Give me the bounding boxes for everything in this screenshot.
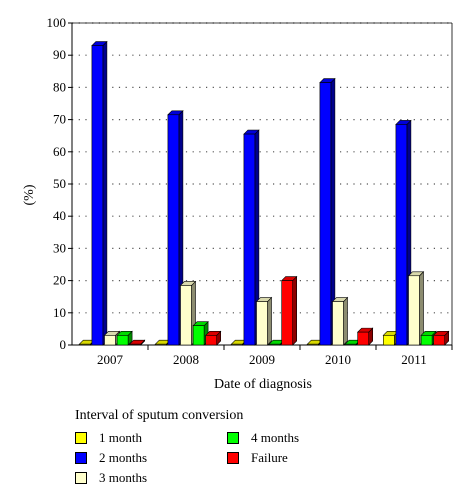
y-tick-label: 0 (60, 337, 67, 352)
bar (116, 330, 133, 346)
legend-swatch (227, 432, 239, 444)
x-ticks: 2007 2008 2009 2010 2011 (97, 345, 453, 367)
bars (78, 40, 450, 346)
y-tick-label: 40 (53, 208, 66, 223)
legend-item-1-month: 1 month (75, 430, 142, 446)
legend-label: 3 months (99, 470, 148, 485)
y-tick-label: 80 (53, 79, 66, 94)
y-tick-label: 100 (47, 15, 67, 30)
legend-title: Interval of sputum conversion (75, 408, 244, 423)
bar (91, 40, 108, 346)
y-ticks: 0 10 20 30 40 50 60 70 80 90 100 (47, 15, 72, 352)
y-tick-label: 10 (53, 305, 66, 320)
plot-area (72, 23, 452, 345)
legend-label: Failure (251, 450, 288, 465)
bar (331, 296, 349, 346)
legend-swatch (75, 452, 87, 464)
legend-swatch (75, 472, 87, 484)
y-tick-label: 90 (53, 47, 66, 62)
bar (243, 129, 260, 346)
y-tick-label: 70 (53, 112, 66, 127)
legend-item-failure: Failure (227, 450, 288, 466)
legend: Interval of sputum conversion 1 month 2 … (75, 408, 375, 492)
legend-swatch (75, 432, 87, 444)
x-tick-label: 2009 (249, 352, 275, 367)
y-tick-label: 30 (53, 240, 66, 255)
x-tick-label: 2010 (325, 352, 351, 367)
y-tick-label: 20 (53, 273, 66, 288)
legend-item-2-months: 2 months (75, 450, 147, 466)
legend-swatch (227, 452, 239, 464)
legend-item-4-months: 4 months (227, 430, 299, 446)
bar (432, 330, 450, 346)
y-tick-label: 60 (53, 144, 66, 159)
x-axis-title: Date of diagnosis (214, 377, 312, 392)
bar (204, 330, 222, 346)
legend-label: 4 months (251, 430, 300, 445)
y-axis-title: (%) (22, 184, 37, 205)
legend-item-3-months: 3 months (75, 470, 147, 486)
bar (356, 327, 374, 346)
bar (407, 271, 425, 346)
bar (255, 296, 273, 346)
x-tick-label: 2008 (173, 352, 199, 367)
plot-background (72, 23, 452, 345)
bar (128, 339, 146, 346)
y-tick-label: 50 (53, 176, 66, 191)
x-tick-label: 2011 (401, 352, 427, 367)
bar (280, 275, 298, 346)
legend-label: 1 month (99, 430, 142, 445)
legend-label: 2 months (99, 450, 148, 465)
x-tick-label: 2007 (97, 352, 124, 367)
